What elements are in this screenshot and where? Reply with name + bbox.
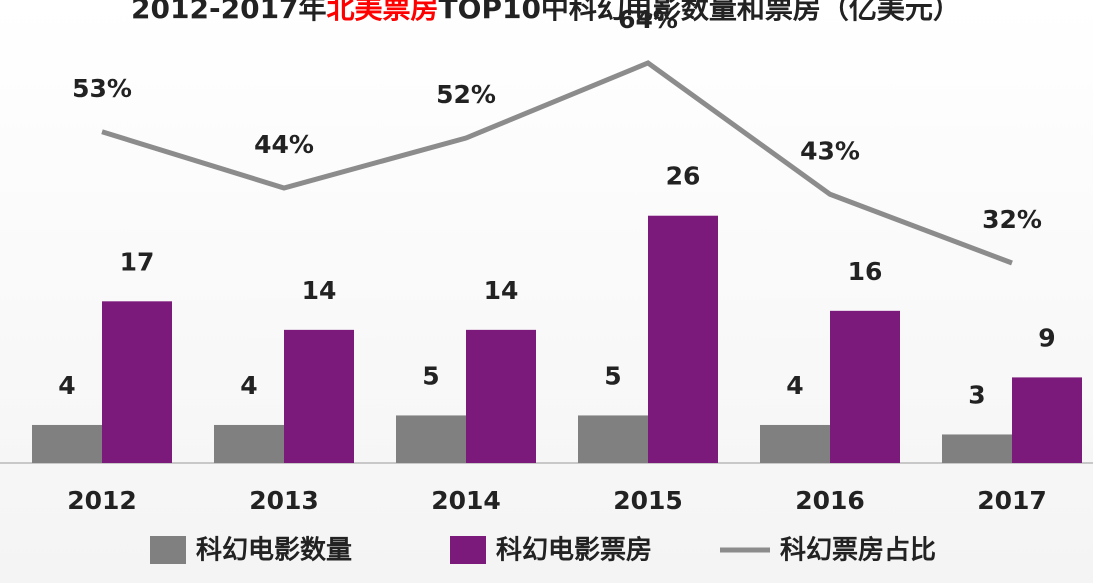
bar [830, 310, 900, 463]
bar [466, 329, 536, 463]
legend-label: 科幻电影票房 [496, 536, 652, 566]
bar-value-label: 14 [302, 276, 337, 305]
bar-value-label: 17 [120, 247, 155, 276]
line-value-label: 52% [436, 80, 496, 109]
chart-title: 2012-2017年北美票房TOP10中科幻电影数量和票房（亿美元） [131, 0, 961, 25]
title-highlight: 北美票房 [327, 0, 439, 25]
x-tick-label: 2014 [431, 486, 501, 515]
bar-value-label: 4 [58, 371, 75, 400]
bar-value-label: 5 [422, 361, 439, 390]
bar-value-label: 9 [1038, 323, 1055, 352]
x-tick-label: 2015 [613, 486, 683, 515]
bar-value-label: 5 [604, 361, 621, 390]
bar-value-label: 26 [666, 162, 701, 191]
bar-value-label: 16 [848, 257, 883, 286]
legend-label: 科幻电影数量 [196, 536, 352, 566]
bar [760, 424, 830, 463]
bar-value-label: 4 [240, 371, 257, 400]
bar [942, 434, 1012, 463]
bar [32, 424, 102, 463]
bar-value-label: 4 [786, 371, 803, 400]
bar [214, 424, 284, 463]
x-tick-label: 2016 [795, 486, 865, 515]
x-tick-label: 2017 [977, 486, 1047, 515]
line-value-label: 44% [254, 130, 314, 159]
bar-value-label: 3 [968, 380, 985, 409]
line-value-label: 53% [72, 74, 132, 103]
x-tick-label: 2012 [67, 486, 137, 515]
title-part: 2012-2017年 [131, 0, 326, 25]
line-value-label: 32% [982, 205, 1042, 234]
bar [102, 301, 172, 463]
x-tick-label: 2013 [249, 486, 319, 515]
legend-swatch [450, 536, 486, 564]
bar [1012, 377, 1082, 463]
bar [578, 415, 648, 463]
bar [284, 329, 354, 463]
bar-value-label: 14 [484, 276, 519, 305]
line-value-label: 64% [618, 5, 678, 34]
line-value-label: 43% [800, 136, 860, 165]
bar [648, 215, 718, 463]
bar [396, 415, 466, 463]
legend-label: 科幻票房占比 [780, 536, 936, 566]
line [101, 60, 1013, 266]
legend-swatch [150, 536, 186, 564]
title-part: TOP10中科幻电影数量和票房（亿美元） [439, 0, 961, 25]
